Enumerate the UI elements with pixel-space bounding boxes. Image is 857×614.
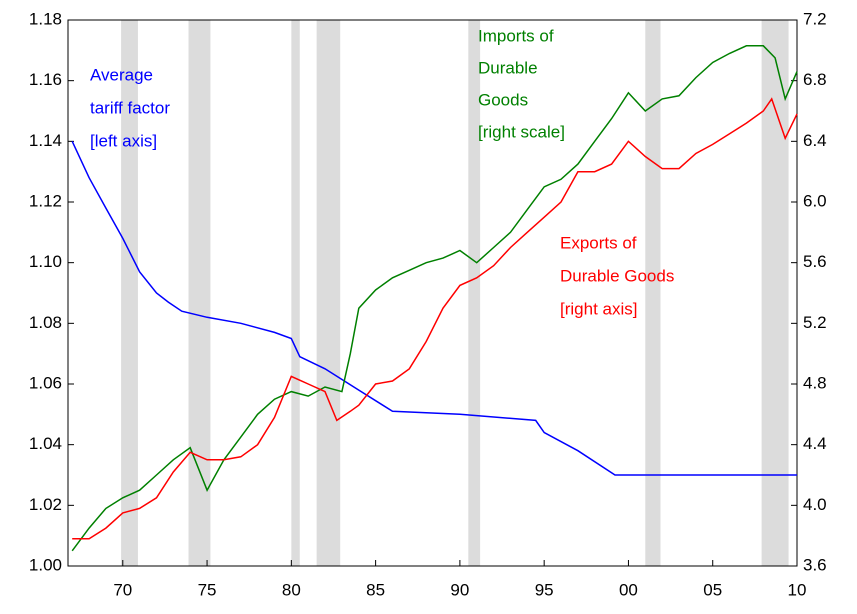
annotation: Imports of [478, 26, 554, 45]
y2-tick-label: 6.4 [803, 131, 827, 150]
x-tick-label: 90 [450, 580, 469, 599]
x-tick-label: 70 [113, 580, 132, 599]
y2-tick-label: 4.0 [803, 495, 827, 514]
y-tick-label: 1.02 [29, 495, 62, 514]
y-tick-label: 1.14 [29, 131, 62, 150]
y-tick-label: 1.18 [29, 9, 62, 28]
series-line [71, 140, 797, 476]
annotation: [right axis] [560, 299, 637, 318]
y2-tick-label: 7.2 [803, 9, 827, 28]
annotation: [left axis] [90, 131, 157, 150]
y2-tick-label: 5.2 [803, 313, 827, 332]
series-line [71, 45, 798, 552]
annotation: [right scale] [478, 122, 565, 141]
recession-band [121, 20, 138, 566]
y2-tick-label: 4.4 [803, 434, 827, 453]
x-tick-label: 05 [703, 580, 722, 599]
y-tick-label: 1.00 [29, 555, 62, 574]
x-tick-label: 10 [788, 580, 807, 599]
annotation: Durable Goods [560, 266, 674, 285]
annotation: Exports of [560, 233, 637, 252]
y-tick-label: 1.16 [29, 70, 62, 89]
recession-band [291, 20, 300, 566]
y2-tick-label: 3.6 [803, 555, 827, 574]
y-tick-label: 1.12 [29, 191, 62, 210]
x-tick-label: 75 [198, 580, 217, 599]
series-line [72, 97, 798, 540]
recession-band [645, 20, 661, 566]
annotation: Durable [478, 58, 538, 77]
y-tick-label: 1.10 [29, 252, 62, 271]
recession-band [188, 20, 211, 566]
y-tick-label: 1.08 [29, 313, 62, 332]
x-tick-label: 95 [535, 580, 554, 599]
annotation: Goods [478, 90, 528, 109]
annotation: Average [90, 65, 153, 84]
y2-tick-label: 4.8 [803, 373, 827, 392]
y2-tick-label: 6.0 [803, 191, 827, 210]
y-tick-label: 1.04 [29, 434, 62, 453]
recession-band [316, 20, 341, 566]
y2-tick-label: 5.6 [803, 252, 827, 271]
recession-band [761, 20, 789, 566]
x-tick-label: 85 [366, 580, 385, 599]
y-tick-label: 1.06 [29, 373, 62, 392]
recession-band [468, 20, 481, 566]
x-tick-label: 80 [282, 580, 301, 599]
y2-tick-label: 6.8 [803, 70, 827, 89]
annotation: tariff factor [90, 98, 170, 117]
plot-frame [67, 19, 798, 567]
x-tick-label: 00 [619, 580, 638, 599]
